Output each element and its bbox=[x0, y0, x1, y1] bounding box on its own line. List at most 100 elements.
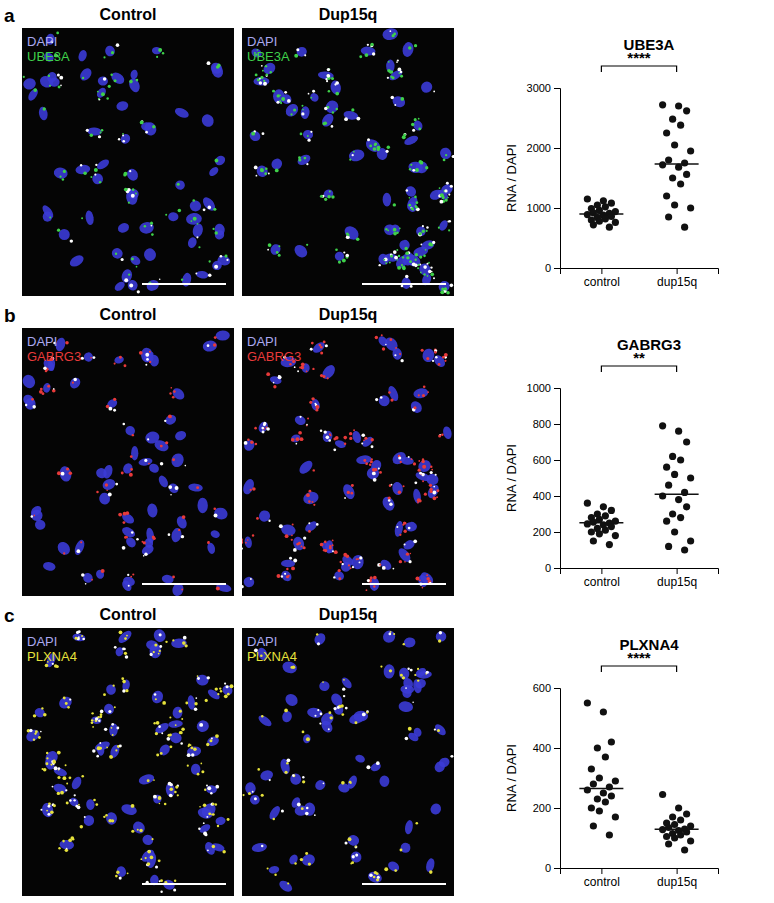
rna-puncta bbox=[286, 575, 289, 578]
image-title: Dup15q bbox=[319, 6, 378, 23]
rna-puncta bbox=[74, 794, 76, 796]
rna-puncta bbox=[324, 549, 327, 552]
nucleus bbox=[124, 424, 137, 437]
channel-label: PLXNA4 bbox=[247, 649, 297, 664]
rna-puncta bbox=[66, 848, 68, 850]
rna-puncta bbox=[100, 710, 104, 714]
rna-puncta bbox=[119, 356, 122, 359]
significance-label: **** bbox=[627, 649, 651, 666]
tick-mark bbox=[554, 88, 560, 89]
rna-puncta bbox=[159, 645, 162, 648]
rna-puncta bbox=[426, 577, 430, 581]
rna-puncta bbox=[278, 245, 280, 247]
rna-puncta bbox=[268, 173, 270, 175]
rna-puncta bbox=[329, 545, 331, 547]
rna-puncta bbox=[264, 172, 267, 175]
rna-puncta bbox=[153, 779, 155, 781]
rna-puncta bbox=[408, 456, 410, 458]
rna-puncta bbox=[390, 398, 393, 401]
rna-puncta bbox=[414, 44, 417, 47]
rna-puncta bbox=[190, 746, 193, 749]
nucleus bbox=[323, 98, 341, 116]
rna-puncta bbox=[302, 109, 304, 111]
rna-puncta bbox=[273, 818, 275, 820]
image-title: Dup15q bbox=[319, 306, 378, 323]
tick-mark bbox=[554, 568, 560, 569]
rna-puncta bbox=[108, 819, 112, 823]
data-point bbox=[683, 810, 690, 817]
rna-puncta bbox=[332, 550, 334, 552]
rna-puncta bbox=[58, 767, 61, 770]
nucleus bbox=[207, 165, 220, 177]
rna-puncta bbox=[388, 499, 391, 502]
nucleus bbox=[293, 414, 307, 426]
rna-puncta bbox=[122, 521, 125, 524]
rna-puncta bbox=[172, 396, 175, 399]
nucleus bbox=[310, 398, 321, 411]
rna-puncta bbox=[178, 209, 182, 213]
nucleus bbox=[164, 413, 178, 426]
nucleus bbox=[365, 465, 381, 481]
rna-puncta bbox=[40, 388, 43, 391]
rna-puncta bbox=[349, 437, 352, 440]
nucleus bbox=[269, 156, 284, 171]
rna-puncta bbox=[41, 707, 43, 709]
rna-puncta bbox=[314, 814, 316, 816]
rna-puncta bbox=[345, 707, 348, 710]
data-point bbox=[584, 699, 591, 706]
tick: dup15q bbox=[657, 268, 697, 289]
significance-label: **** bbox=[627, 49, 651, 66]
rna-puncta bbox=[434, 728, 436, 730]
rna-puncta bbox=[169, 392, 171, 394]
rna-puncta bbox=[352, 855, 355, 858]
rna-puncta bbox=[90, 176, 92, 178]
rna-puncta bbox=[314, 403, 316, 405]
rna-puncta bbox=[397, 68, 401, 72]
nucleus bbox=[57, 694, 74, 711]
rna-puncta bbox=[385, 262, 387, 264]
rna-puncta bbox=[139, 829, 143, 833]
rna-puncta bbox=[29, 729, 32, 732]
tick-label: 2000 bbox=[527, 142, 551, 154]
rna-puncta bbox=[359, 55, 362, 58]
rna-puncta bbox=[344, 443, 346, 445]
nucleus bbox=[29, 504, 43, 518]
nucleus bbox=[296, 153, 312, 167]
rna-puncta bbox=[373, 585, 375, 587]
nucleus bbox=[191, 222, 204, 238]
rna-puncta bbox=[307, 139, 310, 142]
rna-puncta bbox=[291, 535, 293, 537]
nucleus bbox=[169, 731, 183, 744]
rna-puncta bbox=[129, 80, 133, 84]
nucleus bbox=[334, 439, 347, 450]
nucleus bbox=[312, 631, 327, 647]
rna-puncta bbox=[98, 135, 101, 138]
rna-puncta bbox=[97, 91, 99, 93]
nucleus bbox=[95, 86, 108, 99]
nucleus bbox=[242, 575, 256, 589]
tick-mark bbox=[554, 868, 560, 869]
rna-puncta bbox=[403, 522, 406, 525]
rna-puncta bbox=[130, 468, 133, 471]
rna-puncta bbox=[322, 375, 325, 378]
rna-puncta bbox=[122, 140, 125, 143]
nucleus bbox=[318, 680, 330, 692]
rna-puncta bbox=[306, 493, 310, 497]
data-point bbox=[665, 156, 672, 163]
tick: 0 bbox=[545, 862, 560, 874]
rna-puncta bbox=[59, 76, 63, 80]
panel-row: bControlDAPIGABRG3Dup15qDAPIGABRG3GABRG3… bbox=[4, 305, 719, 597]
rna-puncta bbox=[392, 568, 394, 570]
nucleus bbox=[333, 704, 345, 716]
rna-puncta bbox=[145, 131, 148, 134]
rna-puncta bbox=[207, 61, 211, 65]
rna-puncta bbox=[415, 206, 418, 209]
rna-puncta bbox=[284, 771, 287, 774]
rna-puncta bbox=[152, 535, 155, 538]
channel-label: DAPI bbox=[247, 334, 277, 349]
rna-puncta bbox=[81, 775, 84, 778]
rna-puncta bbox=[382, 347, 385, 350]
tick-mark bbox=[554, 532, 560, 533]
rna-puncta bbox=[244, 441, 248, 445]
rna-puncta bbox=[195, 697, 197, 699]
